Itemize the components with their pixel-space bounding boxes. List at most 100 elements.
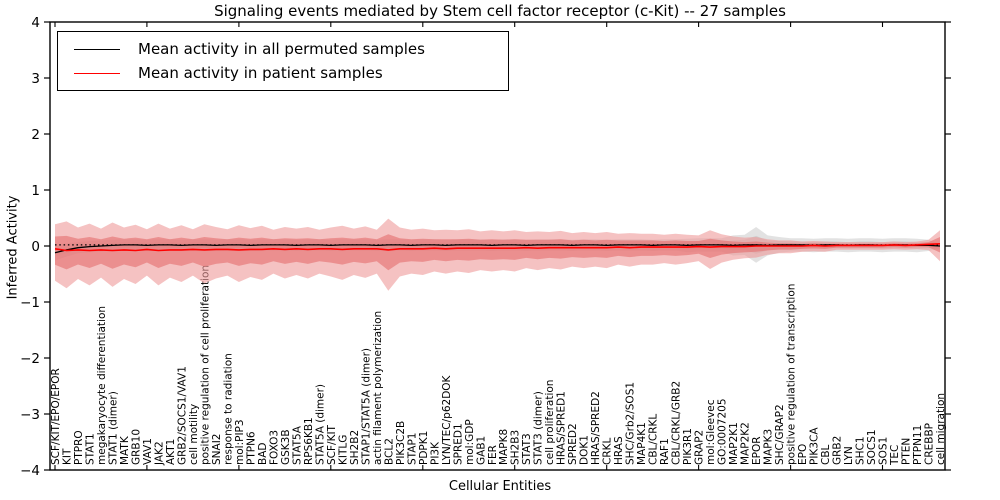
y-axis-ticks: 4 3 2 1 0 −1 −2 −3 −4 [20,15,951,479]
svg-text:mol:GDP: mol:GDP [464,419,476,465]
svg-text:MAP4K1: MAP4K1 [636,422,648,465]
svg-text:GRAP2: GRAP2 [694,430,706,465]
svg-text:PTPN11: PTPN11 [912,425,924,465]
svg-text:mol:PIP3: mol:PIP3 [234,419,246,465]
svg-text:SHC1: SHC1 [855,436,867,465]
svg-text:PTPN6: PTPN6 [245,431,257,465]
svg-text:STAP1: STAP1 [406,433,418,465]
legend: Mean activity in all permuted samples Me… [57,31,509,91]
svg-text:3: 3 [31,71,40,87]
svg-text:HRAS: HRAS [613,436,625,465]
svg-text:SH2B2: SH2B2 [349,430,361,465]
x-category-labels: SCF/KIT/EPO/EPOR KIT PTPRO STAT1 megakaryocy… [50,265,947,466]
svg-text:SPRED2: SPRED2 [567,423,579,465]
svg-text:PDPK1: PDPK1 [418,431,430,465]
svg-text:SH2B3: SH2B3 [510,430,522,465]
svg-text:CBL/CRKL: CBL/CRKL [648,414,660,465]
legend-label: Mean activity in patient samples [138,64,383,82]
patient-mean-line [54,243,941,252]
svg-text:CRKL: CRKL [602,437,614,465]
svg-text:JAK2: JAK2 [153,441,165,466]
svg-text:FER: FER [487,445,499,465]
svg-text:STAT3 (dimer): STAT3 (dimer) [533,391,545,465]
svg-text:LYN/TEC/p62DOK: LYN/TEC/p62DOK [441,374,453,465]
svg-text:KITLG: KITLG [337,435,349,465]
svg-text:GRB10: GRB10 [131,429,143,465]
x-axis-ticks [54,22,884,470]
svg-text:SOCS1: SOCS1 [866,429,878,465]
svg-text:−3: −3 [20,407,40,423]
svg-text:PTEN: PTEN [901,438,913,465]
svg-text:HRAS/SPRED1: HRAS/SPRED1 [556,391,568,465]
patient-band [55,218,940,291]
svg-text:BAD: BAD [257,443,269,465]
legend-item-permuted: Mean activity in all permuted samples [58,40,508,58]
svg-text:GRB2: GRB2 [832,436,844,465]
svg-text:SCF/KIT/EPO/EPOR: SCF/KIT/EPO/EPOR [50,368,62,465]
svg-text:AKT1: AKT1 [165,439,177,465]
svg-text:SNAI2: SNAI2 [211,434,223,465]
svg-text:SHC/Grb2/SOS1: SHC/Grb2/SOS1 [625,382,637,465]
svg-text:actin filament polymerization: actin filament polymerization [372,311,384,465]
svg-text:positive regulation of transcr: positive regulation of transcription [786,284,798,465]
chart-title: Signaling events mediated by Stem cell f… [214,2,786,20]
svg-text:EPOR: EPOR [751,436,763,465]
svg-text:PIK3C2B: PIK3C2B [395,421,407,465]
svg-text:FOXO3: FOXO3 [268,430,280,465]
svg-text:STAT1 (dimer): STAT1 (dimer) [108,391,120,465]
svg-text:RAF1: RAF1 [659,438,671,465]
svg-text:1: 1 [31,183,40,199]
svg-text:DOK1: DOK1 [579,435,591,465]
svg-text:MAP2K2: MAP2K2 [740,422,752,465]
svg-text:GRB2/SOCS1/VAV1: GRB2/SOCS1/VAV1 [176,366,188,465]
svg-text:cell motility: cell motility [188,404,200,465]
svg-text:positive regulation of cell pr: positive regulation of cell proliferatio… [199,265,211,465]
svg-text:2: 2 [31,127,40,143]
svg-text:PTPRO: PTPRO [73,430,85,465]
svg-text:LYN: LYN [843,446,855,465]
legend-label: Mean activity in all permuted samples [138,40,425,58]
svg-text:SOS1: SOS1 [878,437,890,465]
svg-text:4: 4 [31,15,40,31]
svg-text:CBL/CRKL/GRB2: CBL/CRKL/GRB2 [671,381,683,465]
svg-text:CBL: CBL [820,444,832,465]
svg-text:STAT1: STAT1 [85,433,97,465]
svg-text:SHC/GRAP2: SHC/GRAP2 [774,404,786,465]
svg-text:CREBBP: CREBBP [924,423,936,465]
svg-text:mol:Gleevec: mol:Gleevec [705,399,717,465]
svg-text:GSK3B: GSK3B [280,429,292,465]
svg-text:MATK: MATK [119,435,131,465]
svg-text:TEC: TEC [889,445,901,466]
svg-text:−1: −1 [20,295,40,311]
svg-text:RPS6KB1: RPS6KB1 [303,417,315,465]
svg-text:STAT3: STAT3 [521,433,533,465]
svg-text:PI3K: PI3K [429,441,441,465]
svg-text:−4: −4 [20,463,40,479]
svg-text:−2: −2 [20,351,40,367]
legend-item-patient: Mean activity in patient samples [58,64,508,82]
permuted-line-swatch [74,48,120,50]
svg-text:GAB1: GAB1 [475,436,487,465]
svg-text:PIK3CA: PIK3CA [809,427,821,465]
patient-line-swatch [74,72,120,74]
svg-text:STAT5A: STAT5A [291,425,303,465]
svg-text:MAP2K1: MAP2K1 [728,422,740,465]
svg-text:megakaryocyte differentiation: megakaryocyte differentiation [96,306,108,465]
svg-text:0: 0 [31,239,40,255]
svg-text:EPO: EPO [797,444,809,465]
svg-text:cell migration: cell migration [935,393,947,465]
svg-text:cell proliferation: cell proliferation [544,380,556,465]
svg-text:HRAS/SPRED2: HRAS/SPRED2 [590,391,602,465]
svg-text:MAPK3: MAPK3 [763,429,775,465]
svg-text:VAV1: VAV1 [142,438,154,465]
svg-text:MAPK8: MAPK8 [498,429,510,465]
svg-text:PIK3R1: PIK3R1 [682,428,694,465]
svg-text:STAP1/STAT5A (dimer): STAP1/STAT5A (dimer) [360,348,372,465]
svg-text:GO:0007205: GO:0007205 [717,398,729,465]
svg-text:BCL2: BCL2 [383,438,395,465]
svg-text:STAT5A (dimer): STAT5A (dimer) [314,384,326,465]
svg-text:KIT: KIT [62,448,74,465]
svg-text:response to radiation: response to radiation [222,353,234,465]
